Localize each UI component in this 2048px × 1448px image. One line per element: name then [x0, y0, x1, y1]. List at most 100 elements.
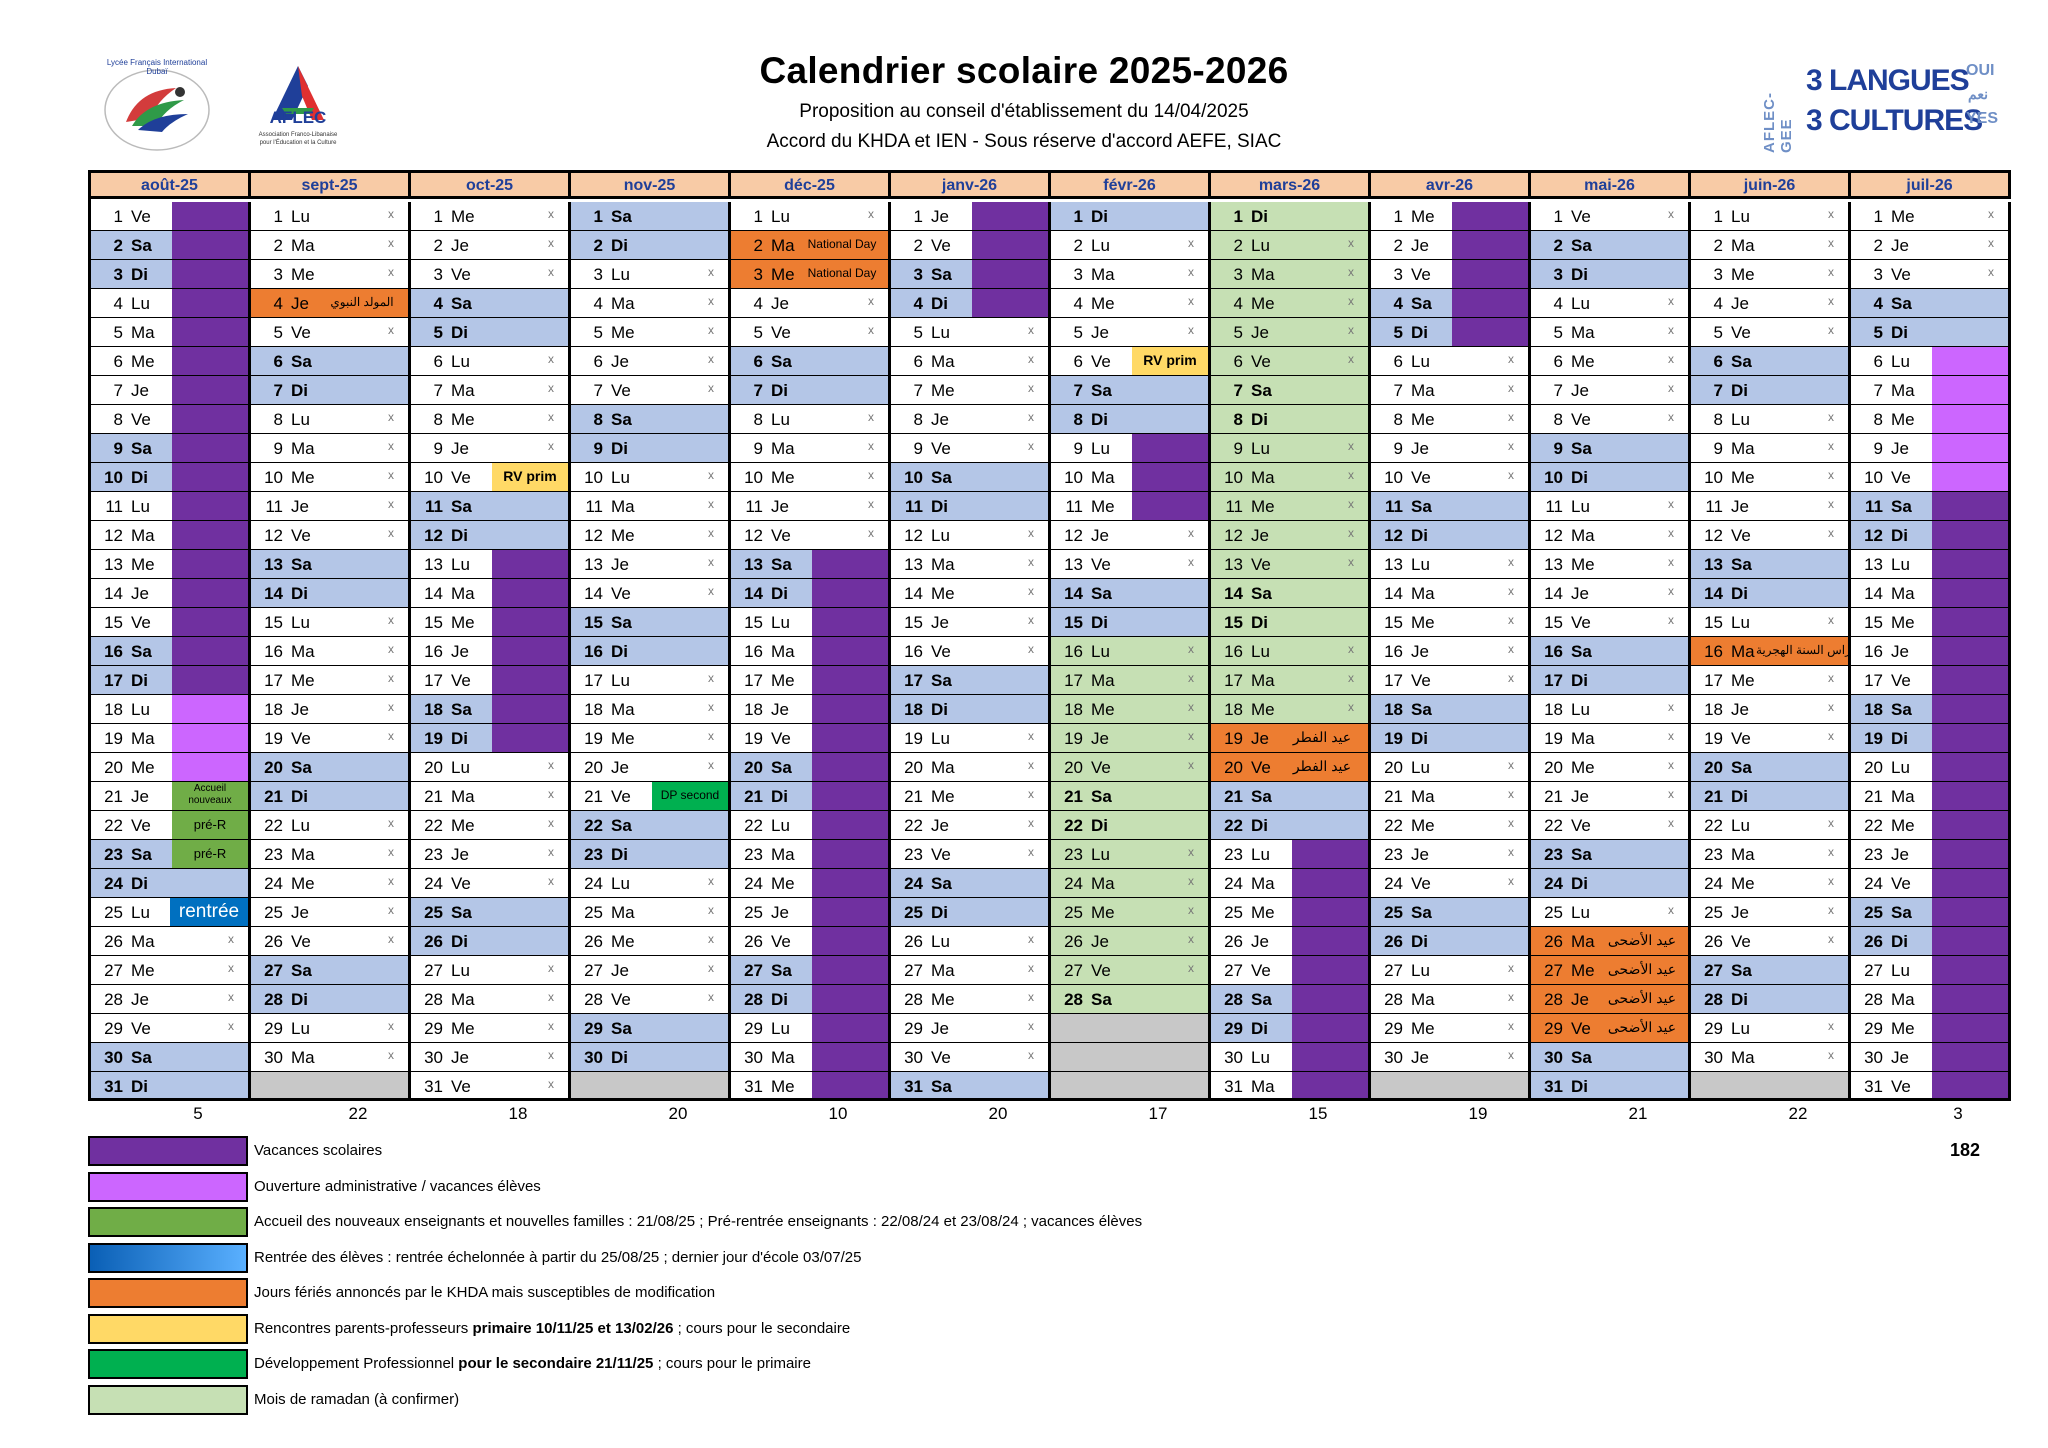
day-number: 11 [1065, 497, 1083, 516]
day-cell: 1 Me x [1851, 202, 2011, 231]
day-name: Di [1571, 265, 1588, 284]
day-name: Di [1571, 1077, 1588, 1096]
day-name: Sa [1891, 700, 1912, 719]
page-title: Calendrier scolaire 2025-2026 [759, 50, 1289, 91]
day-name: Me [771, 265, 795, 284]
dp-label-text: DP second [660, 788, 720, 802]
day-cell: 19 Ve x [1691, 724, 1851, 753]
day-number: 11 [425, 497, 443, 516]
day-cell: 8 Lu x [731, 405, 891, 434]
vacation-block [972, 289, 1048, 317]
day-cell: 20 Sa [731, 753, 891, 782]
legend-label: Ouverture administrative / vacances élèv… [254, 1177, 541, 1195]
day-number: 13 [1864, 555, 1883, 574]
day-cell: 11 Sa [411, 492, 571, 521]
day-cell: 3 Me x [251, 260, 411, 289]
month-header: déc-25 [731, 173, 891, 199]
accueil-label-text: pré-R [193, 817, 227, 832]
vacation-block [1932, 985, 2008, 1013]
day-cell: 25 Sa [1371, 898, 1531, 927]
day-cell: 31 Me [731, 1072, 891, 1101]
school-day-mark: x [708, 903, 714, 917]
day-cell: 8 Me x [411, 405, 571, 434]
school-day-mark: x [708, 526, 714, 540]
day-cell: 23 Di [571, 840, 731, 869]
day-cell: 1 Lu x [731, 202, 891, 231]
day-cell: 15 Me x [1371, 608, 1531, 637]
day-cell: 6 Sa [1691, 347, 1851, 376]
school-day-mark: x [1028, 1019, 1034, 1033]
day-name: Je [931, 816, 949, 835]
day-name: Lu [1251, 642, 1270, 661]
school-day-mark: x [1028, 526, 1034, 540]
day-number: 30 [744, 1048, 763, 1067]
day-number: 21 [424, 787, 443, 806]
day-number: 4 [753, 294, 763, 313]
day-number: 9 [913, 439, 923, 458]
school-day-mark: x [388, 1048, 394, 1062]
day-cell: 14 Ma [1851, 579, 2011, 608]
school-day-mark: x [1668, 323, 1674, 337]
day-name: Ma [1251, 671, 1275, 690]
day-cell: 16 Sa [91, 637, 251, 666]
day-name: Je [771, 700, 789, 719]
day-name: Sa [131, 236, 152, 255]
day-name: Je [1731, 497, 1749, 516]
school-day-mark: x [548, 381, 554, 395]
day-number: 13 [1224, 555, 1243, 574]
school-day-mark: x [1188, 323, 1194, 337]
day-number: 7 [433, 381, 443, 400]
day-name: Sa [611, 816, 632, 835]
day-cell: 9 Sa [1531, 434, 1691, 463]
day-number: 24 [744, 874, 763, 893]
day-number: 18 [584, 700, 603, 719]
day-name: Lu [1571, 294, 1590, 313]
day-number: 28 [744, 990, 763, 1009]
day-name: Je [131, 584, 149, 603]
day-name: Di [931, 497, 948, 516]
day-cell: 21 Je Accueil nouveaux [91, 782, 251, 811]
day-name: Di [931, 700, 948, 719]
school-day-mark: x [1668, 758, 1674, 772]
day-cell: 22 Di [1211, 811, 1371, 840]
day-number: 6 [1713, 352, 1723, 371]
school-day-mark: x [388, 903, 394, 917]
day-number: 6 [913, 352, 923, 371]
day-number: 15 [1864, 613, 1883, 632]
day-cell: 11 Lu [91, 492, 251, 521]
vacation-block [1932, 782, 2008, 810]
day-name: Ve [931, 845, 951, 864]
day-cell: 13 Me [91, 550, 251, 579]
day-name: Sa [771, 352, 792, 371]
day-cell: 16 Je x [1371, 637, 1531, 666]
day-number: 2 [273, 236, 283, 255]
day-number: 26 [1704, 932, 1723, 951]
day-name: Me [1091, 903, 1115, 922]
day-number: 26 [1544, 932, 1563, 951]
day-name: Di [1891, 729, 1908, 748]
day-number: 25 [424, 903, 443, 922]
day-name: Je [1091, 932, 1109, 951]
day-name: Lu [1251, 1048, 1270, 1067]
day-name: Di [291, 584, 308, 603]
day-name: Je [451, 845, 469, 864]
vacation-block [172, 202, 248, 230]
day-cell: 2 Je x [411, 231, 571, 260]
day-number: 10 [744, 468, 763, 487]
day-name: Sa [931, 671, 952, 690]
day-number: 18 [264, 700, 283, 719]
day-name: Ve [1731, 323, 1751, 342]
school-day-mark: x [388, 816, 394, 830]
day-name: Lu [611, 671, 630, 690]
school-day-mark: x [1348, 265, 1354, 279]
day-number: 19 [1224, 729, 1243, 748]
day-cell: 14 Di [731, 579, 891, 608]
day-number: 11 [585, 497, 603, 516]
day-cell: 1 Di [1211, 202, 1371, 231]
school-day-mark: x [1828, 1019, 1834, 1033]
day-name: Me [291, 468, 315, 487]
school-day-mark: x [388, 932, 394, 946]
day-cell: 29 Lu x [251, 1014, 411, 1043]
day-cell: 5 Ve x [251, 318, 411, 347]
day-cell: 9 Ma x [1691, 434, 1851, 463]
